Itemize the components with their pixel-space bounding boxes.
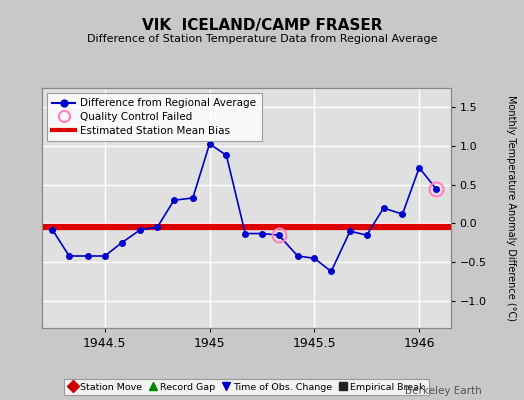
Text: Berkeley Earth: Berkeley Earth <box>406 386 482 396</box>
Text: Difference of Station Temperature Data from Regional Average: Difference of Station Temperature Data f… <box>87 34 437 44</box>
Text: VIK  ICELAND/CAMP FRASER: VIK ICELAND/CAMP FRASER <box>142 18 382 33</box>
Y-axis label: Monthly Temperature Anomaly Difference (°C): Monthly Temperature Anomaly Difference (… <box>506 95 516 321</box>
Legend: Station Move, Record Gap, Time of Obs. Change, Empirical Break: Station Move, Record Gap, Time of Obs. C… <box>64 379 429 395</box>
